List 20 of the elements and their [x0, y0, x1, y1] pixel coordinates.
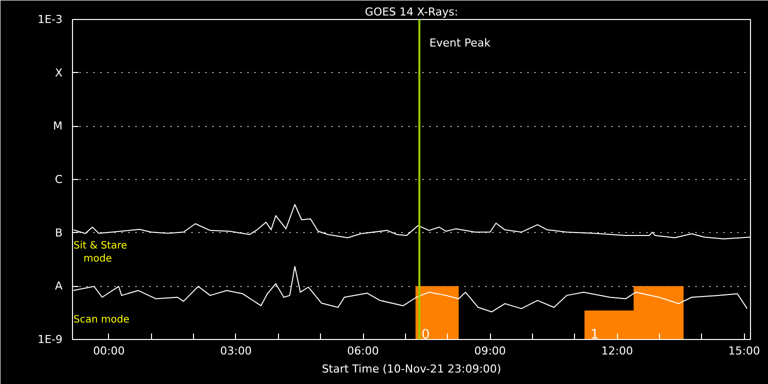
x-tick-label: 15:00 — [728, 344, 760, 358]
y-tick-label: X — [54, 66, 63, 80]
x-tick-label: 06:00 — [347, 344, 379, 358]
annotation: Sit & Stare mode — [74, 240, 128, 264]
x-tick-label: 00:00 — [93, 344, 125, 358]
y-tick-label: B — [54, 226, 62, 240]
ref-line-label: Event Peak — [429, 36, 492, 50]
series-label: 0 — [422, 328, 430, 342]
x-tick-label: 12:00 — [601, 344, 633, 358]
y-tick-label: C — [54, 173, 63, 186]
x-axis-title: Start Time (10-Nov-21 23:09:00) — [322, 362, 502, 376]
y-tick-label: A — [54, 280, 63, 293]
chart-title: GOES 14 X-Rays: — [364, 6, 458, 18]
x-tick-label: 03:00 — [220, 344, 252, 358]
series-label: 1 — [590, 328, 599, 342]
x-tick-label: 09:00 — [474, 344, 506, 358]
y-tick-label: 1E-3 — [38, 13, 63, 26]
y-tick-label: 1E-9 — [38, 333, 63, 346]
annotation: Scan mode — [74, 314, 130, 326]
y-tick-label: M — [53, 120, 63, 133]
